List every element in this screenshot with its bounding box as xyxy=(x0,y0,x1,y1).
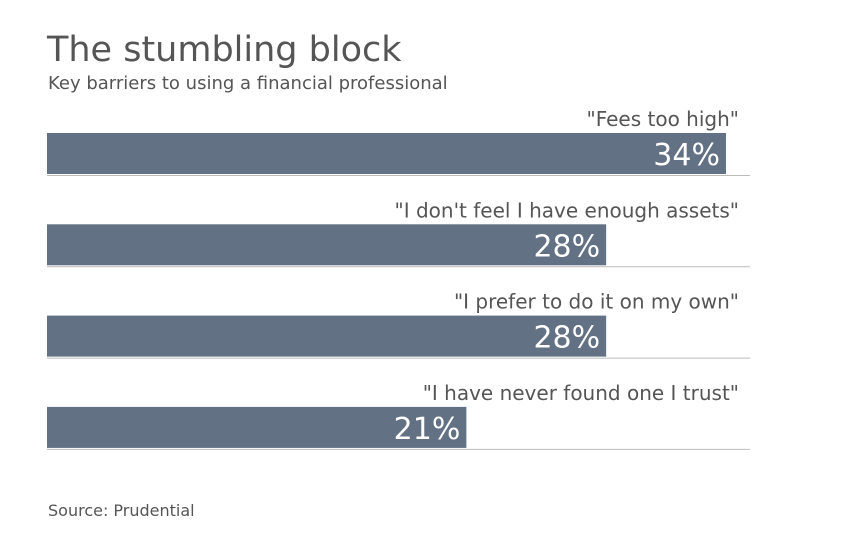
category-label: "I have never found one I trust" xyxy=(423,381,739,405)
bar xyxy=(47,315,607,357)
bar xyxy=(47,133,726,174)
category-label: "I prefer to do it on my own" xyxy=(454,290,739,314)
source-note: Source: Prudential xyxy=(48,501,195,520)
bar xyxy=(47,224,607,266)
value-label: 21% xyxy=(394,412,461,447)
bar xyxy=(47,406,467,448)
value-label: 34% xyxy=(653,138,720,173)
value-label: 28% xyxy=(533,321,600,356)
value-label: 28% xyxy=(533,229,600,264)
category-label: "Fees too high" xyxy=(587,107,739,131)
chart-title: The stumbling block xyxy=(47,30,402,70)
chart-subtitle: Key barriers to using a financial profes… xyxy=(48,73,448,94)
category-label: "I don't feel I have enough assets" xyxy=(395,198,740,222)
